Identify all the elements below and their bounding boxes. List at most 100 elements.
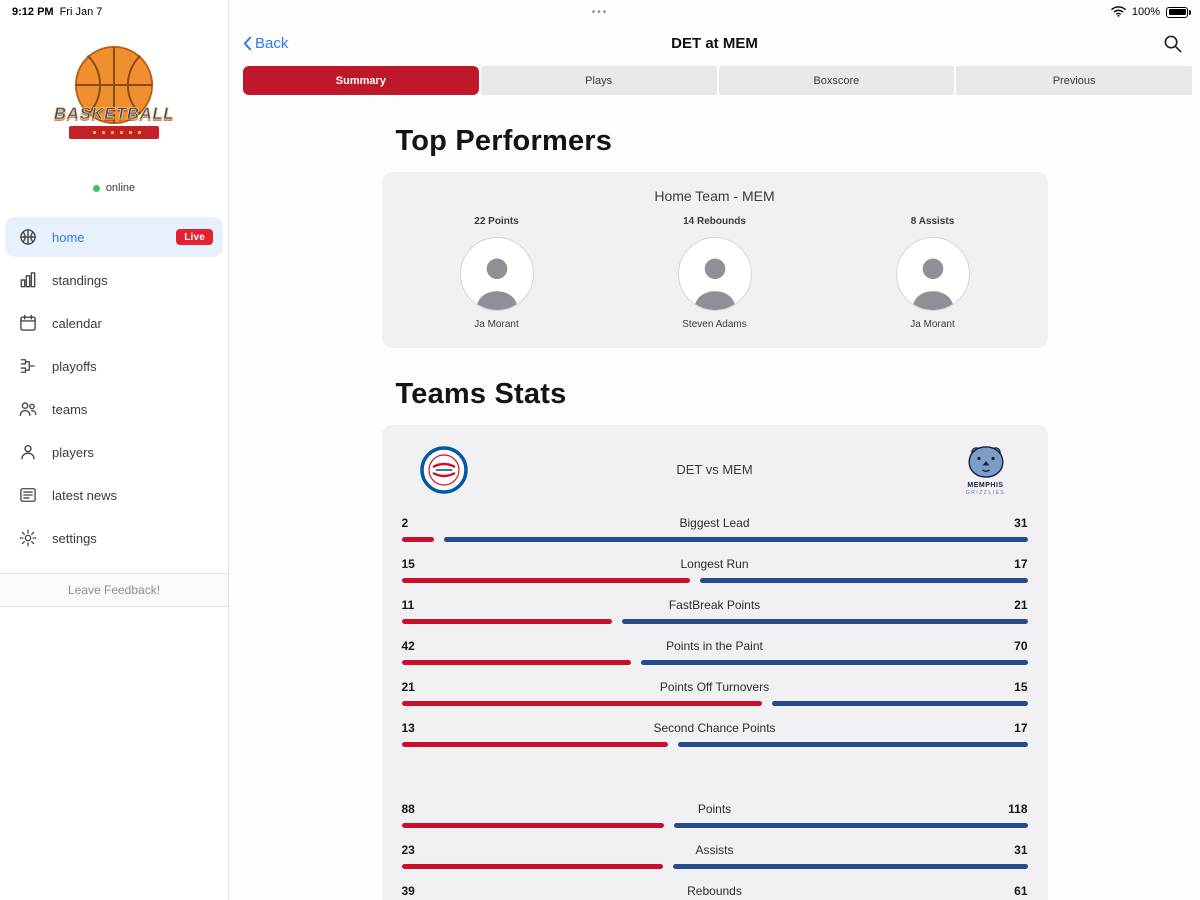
away-value: 11 <box>401 598 415 612</box>
player-avatar <box>677 237 752 311</box>
away-value: 42 <box>401 639 415 653</box>
stat-row: 42 Points in the Paint 70 <box>401 639 1028 665</box>
sidebar-item-label: calendar <box>52 315 102 331</box>
stat-label: Longest Run <box>680 557 749 571</box>
performer-name: Ja Morant <box>910 319 955 330</box>
basketball-icon <box>17 227 39 247</box>
stats-group-divider <box>402 747 1028 787</box>
home-value: 17 <box>1014 557 1028 571</box>
logo-title: BASKETBALL <box>53 104 175 124</box>
stat-label: FastBreak Points <box>668 598 761 612</box>
sidebar: BASKETBALL online home Live standings <box>0 0 229 900</box>
person-icon <box>17 442 39 462</box>
stat-row: 11 FastBreak Points 21 <box>401 598 1028 624</box>
performer-1[interactable]: 22 Points Ja Morant <box>432 216 562 330</box>
memphis-wordmark: MEMPHIS <box>967 482 1004 489</box>
sidebar-item-settings[interactable]: settings <box>5 518 223 558</box>
search-button[interactable] <box>1163 34 1182 53</box>
status-time: 9:12 PM <box>12 6 54 18</box>
calendar-icon <box>17 313 39 333</box>
sidebar-item-teams[interactable]: teams <box>5 389 223 429</box>
status-ellipsis: ••• <box>591 6 609 18</box>
stat-label: Assists <box>695 843 734 857</box>
tab-plays[interactable]: Plays <box>480 66 717 95</box>
performer-3[interactable]: 8 Assists Ja Morant <box>868 216 998 330</box>
back-button[interactable]: Back <box>243 35 288 52</box>
basketball-logo-icon <box>74 45 154 125</box>
player-silhouette-icon <box>911 258 954 310</box>
main-header: Back DET at MEM <box>229 24 1200 62</box>
performer-2[interactable]: 14 Rebounds Steven Adams <box>650 216 780 330</box>
home-value: 70 <box>1014 639 1028 653</box>
player-silhouette-icon <box>475 258 518 310</box>
sidebar-item-label: playoffs <box>52 358 97 374</box>
away-value: 15 <box>401 557 415 571</box>
home-value: 15 <box>1014 680 1028 694</box>
stat-label: Points <box>697 802 732 816</box>
leave-feedback-link[interactable]: Leave Feedback! <box>0 573 228 607</box>
battery-percent: 100% <box>1131 6 1160 18</box>
away-bar <box>401 578 690 583</box>
stat-label: Points in the Paint <box>666 639 763 653</box>
stats-card-title: DET vs MEM <box>676 462 753 477</box>
online-label: online <box>105 182 136 194</box>
sidebar-item-standings[interactable]: standings <box>5 260 223 300</box>
logo-ribbon <box>69 126 159 139</box>
sidebar-item-label: home <box>52 229 85 245</box>
sidebar-item-label: latest news <box>52 487 118 503</box>
performer-name: Ja Morant <box>474 319 519 330</box>
home-bar <box>444 537 1028 542</box>
teams-stats-heading: Teams Stats <box>395 378 567 410</box>
sidebar-item-home[interactable]: home Live <box>5 217 223 257</box>
main-panel: Back DET at MEM Summary Plays Boxscore P… <box>229 0 1200 900</box>
away-value: 13 <box>401 721 415 735</box>
away-bar <box>401 864 664 869</box>
home-value: 31 <box>1014 843 1028 857</box>
away-value: 21 <box>401 680 415 694</box>
battery-icon <box>1166 6 1191 18</box>
sidebar-item-playoffs[interactable]: playoffs <box>5 346 223 386</box>
stat-label: Biggest Lead <box>679 516 750 530</box>
teams-stats-card: DET vs MEM MEMPHIS GRIZZLIES <box>381 425 1048 900</box>
top-performers-heading: Top Performers <box>395 125 613 157</box>
status-time-date: 9:12 PM Fri Jan 7 <box>12 6 102 18</box>
home-bar <box>699 578 1028 583</box>
tab-boxscore[interactable]: Boxscore <box>718 66 955 95</box>
away-value: 2 <box>401 516 409 530</box>
home-value: 31 <box>1014 516 1028 530</box>
online-dot-icon <box>92 184 100 192</box>
stat-row: 88 Points 118 <box>401 802 1028 828</box>
stat-label: Second Chance Points <box>653 721 776 735</box>
wifi-icon <box>1111 5 1126 20</box>
people-icon <box>17 399 39 419</box>
stat-row: 15 Longest Run 17 <box>401 557 1028 583</box>
home-bar <box>673 823 1028 828</box>
player-silhouette-icon <box>693 258 736 310</box>
sidebar-item-players[interactable]: players <box>5 432 223 472</box>
chevron-left-icon <box>243 36 252 50</box>
stat-row: 13 Second Chance Points 17 <box>401 721 1028 747</box>
sidebar-item-label: teams <box>52 401 88 417</box>
away-bar <box>401 742 668 747</box>
away-bar <box>401 619 612 624</box>
home-bar <box>673 864 1028 869</box>
status-date: Fri Jan 7 <box>59 6 103 18</box>
back-label: Back <box>255 34 289 52</box>
performer-stat: 14 Rebounds <box>683 216 746 227</box>
bar-chart-icon <box>17 270 39 290</box>
sidebar-item-latest-news[interactable]: latest news <box>5 475 223 515</box>
sidebar-item-calendar[interactable]: calendar <box>5 303 223 343</box>
home-value: 17 <box>1014 721 1028 735</box>
stat-row: 2 Biggest Lead 31 <box>401 516 1028 542</box>
away-bar <box>401 660 632 665</box>
stat-label: Points Off Turnovers <box>659 680 770 694</box>
home-value: 21 <box>1014 598 1028 612</box>
tab-previous[interactable]: Previous <box>956 66 1192 95</box>
sidebar-nav: home Live standings calendar playoffs <box>0 214 228 561</box>
live-badge: Live <box>176 229 213 245</box>
performer-stat: 8 Assists <box>910 216 955 227</box>
stat-label: Rebounds <box>687 884 742 898</box>
home-bar <box>771 701 1028 706</box>
tab-summary[interactable]: Summary <box>243 66 479 95</box>
